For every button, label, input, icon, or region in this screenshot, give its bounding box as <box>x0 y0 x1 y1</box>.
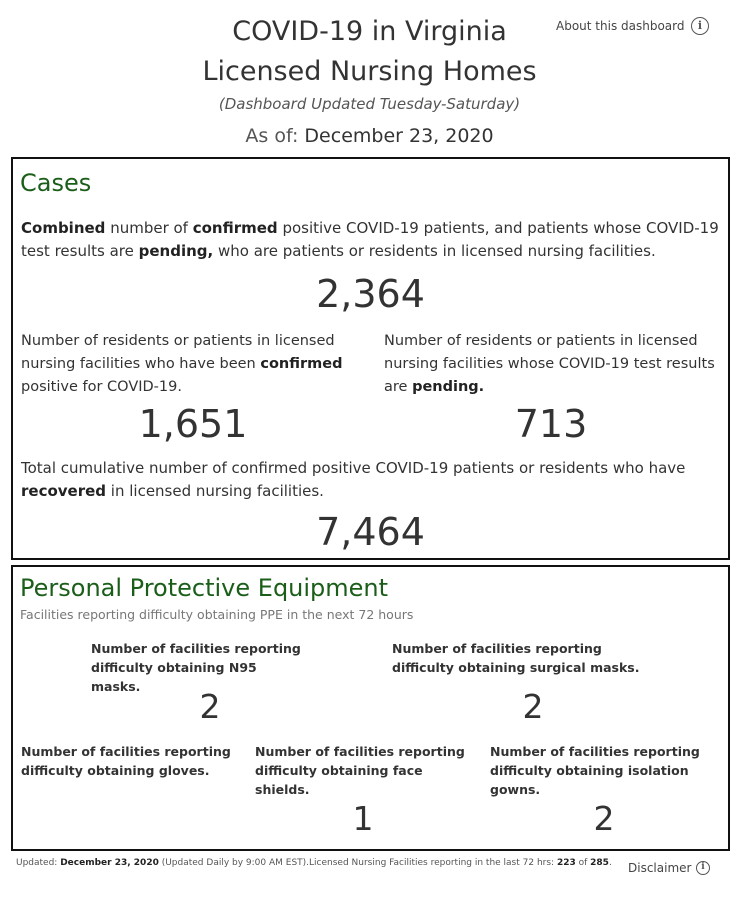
disclaimer-link[interactable]: Disclaimer <box>628 861 692 875</box>
surgical-masks-label: Number of facilities reporting difficult… <box>392 641 640 675</box>
ppe-title: Personal Protective Equipment <box>20 574 389 602</box>
confirmed-cases-value: 1,651 <box>138 402 248 446</box>
combined-description: Combined number of confirmed positive CO… <box>21 219 719 260</box>
combined-cases-value: 2,364 <box>316 272 425 316</box>
pending-description: Number of residents or patients in licen… <box>384 333 715 395</box>
as-of-value: December 23, 2020 <box>304 125 494 147</box>
info-icon[interactable]: i <box>696 861 710 875</box>
confirmed-description: Number of residents or patients in licen… <box>21 333 343 395</box>
footer-update-note: Updated: December 23, 2020 (Updated Dail… <box>16 858 612 868</box>
dashboard-subtitle: (Dashboard Updated Tuesday-Saturday) <box>218 95 521 113</box>
recovered-description: Total cumulative number of confirmed pos… <box>21 459 686 500</box>
pending-cases-value: 713 <box>514 402 588 446</box>
cases-title: Cases <box>20 169 92 197</box>
face-shields-value: 1 <box>352 799 374 838</box>
cases-panel: Cases Combined number of confirmed posit… <box>11 157 730 560</box>
as-of-label: As of: <box>245 125 299 147</box>
n95-label: Number of facilities reporting difficult… <box>91 641 301 694</box>
dashboard-title-line2: Licensed Nursing Homes <box>202 56 537 87</box>
surgical-masks-value: 2 <box>522 687 544 726</box>
face-shields-label: Number of facilities reporting difficult… <box>255 744 465 797</box>
recovered-value: 7,464 <box>316 510 425 554</box>
dashboard-title-line1: COVID-19 in Virginia <box>232 16 507 47</box>
info-icon[interactable]: i <box>691 17 709 35</box>
n95-value: 2 <box>199 687 221 726</box>
ppe-subtitle: Facilities reporting difficulty obtainin… <box>20 607 414 622</box>
isolation-gowns-label: Number of facilities reporting difficult… <box>490 744 700 797</box>
gloves-label: Number of facilities reporting difficult… <box>21 744 231 778</box>
ppe-panel: Personal Protective Equipment Facilities… <box>11 565 730 851</box>
isolation-gowns-value: 2 <box>593 799 615 838</box>
about-dashboard-link[interactable]: About this dashboard <box>556 19 685 33</box>
as-of-date: As of: December 23, 2020 <box>0 125 739 147</box>
